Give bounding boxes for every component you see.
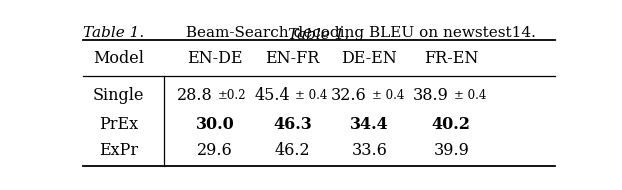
Text: Table 1.: Table 1. — [83, 26, 144, 40]
Text: 39.9: 39.9 — [434, 142, 469, 159]
Text: Model: Model — [93, 50, 144, 67]
Text: Single: Single — [93, 87, 144, 105]
Text: Beam-Search decoding BLEU on newstest14.: Beam-Search decoding BLEU on newstest14. — [182, 26, 536, 40]
Text: PrEx: PrEx — [99, 116, 138, 133]
Text: Table 1.: Table 1. — [288, 28, 350, 42]
Text: 40.2: 40.2 — [432, 116, 471, 133]
Text: FR-EN: FR-EN — [424, 50, 478, 67]
Text: EN-DE: EN-DE — [187, 50, 243, 67]
Text: 46.2: 46.2 — [274, 142, 310, 159]
Text: 33.6: 33.6 — [351, 142, 388, 159]
Text: ± 0.4: ± 0.4 — [295, 89, 327, 102]
Text: 32.6: 32.6 — [332, 87, 367, 105]
Text: ±0.2: ±0.2 — [218, 89, 246, 102]
Text: EN-FR: EN-FR — [265, 50, 320, 67]
Text: 28.8: 28.8 — [177, 87, 213, 105]
Text: 30.0: 30.0 — [196, 116, 234, 133]
Text: 38.9: 38.9 — [413, 87, 449, 105]
Text: 45.4: 45.4 — [254, 87, 290, 105]
Text: ± 0.4: ± 0.4 — [454, 89, 486, 102]
Text: DE-EN: DE-EN — [341, 50, 397, 67]
Text: 46.3: 46.3 — [273, 116, 312, 133]
Text: ExPr: ExPr — [99, 142, 138, 159]
Text: 34.4: 34.4 — [350, 116, 389, 133]
Text: 29.6: 29.6 — [197, 142, 233, 159]
Text: ± 0.4: ± 0.4 — [372, 89, 404, 102]
